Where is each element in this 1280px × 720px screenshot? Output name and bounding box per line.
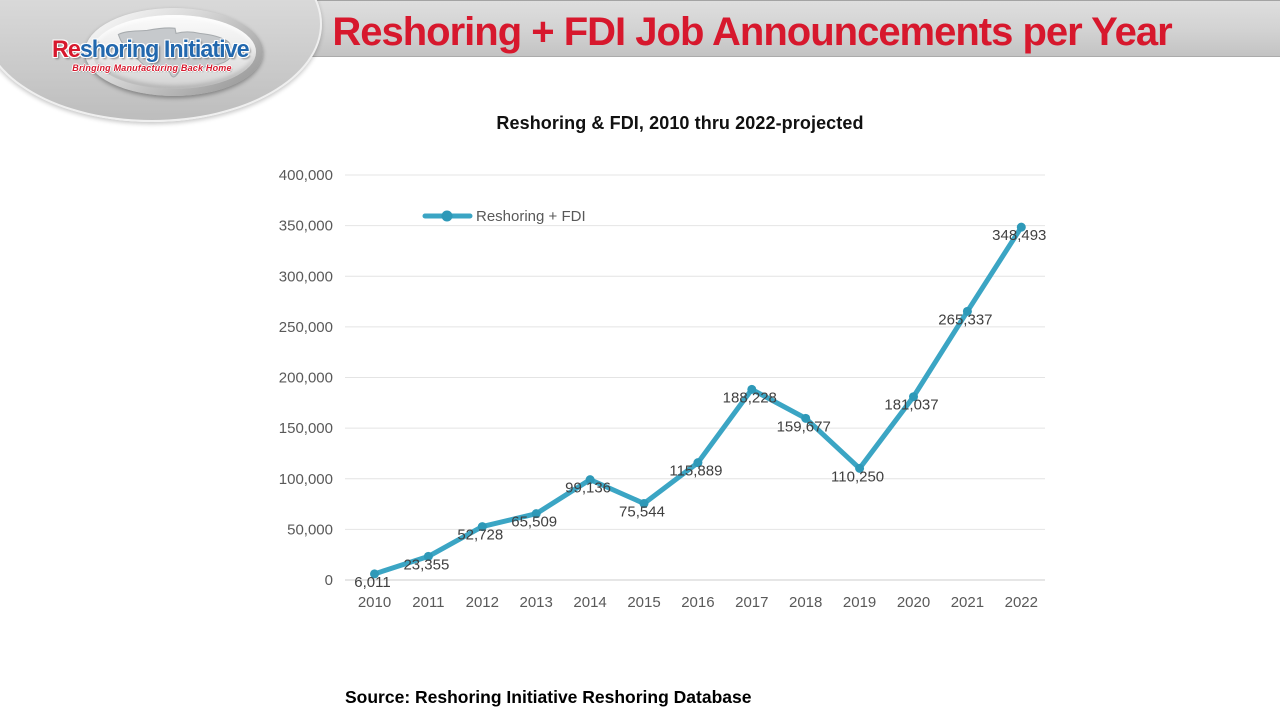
chart-title: Reshoring & FDI, 2010 thru 2022-projecte…	[496, 113, 864, 133]
data-point-label: 99,136	[565, 480, 611, 497]
line-chart: 0 50,000 100,000 150,000 200,000 250,000 300,0…	[240, 158, 1120, 638]
x-axis-tick-label: 2012	[466, 594, 499, 611]
x-axis-tick-label: 2020	[897, 594, 930, 611]
chart-canvas: 0 50,000 100,000 150,000 200,000 250,000 300,0…	[279, 167, 1047, 611]
data-point-label: 159,677	[777, 418, 831, 435]
source-note: Source: Reshoring Initiative Reshoring D…	[345, 687, 752, 707]
x-axis-tick-label: 2018	[789, 594, 822, 611]
data-point-marker	[909, 392, 918, 402]
x-axis-tick-label: 2014	[573, 594, 606, 611]
data-point-marker	[585, 475, 595, 485]
data-point-marker	[747, 384, 757, 394]
data-point-label: 6,011	[354, 574, 390, 591]
data-point-marker	[423, 551, 433, 561]
legend-label: Reshoring + FDI	[476, 208, 586, 225]
data-point-label: 75,544	[619, 504, 665, 521]
y-axis-tick-label: 150,000	[279, 420, 333, 437]
page-title: Reshoring + FDI Job Announcements per Ye…	[332, 10, 1172, 54]
x-axis-tick-label: 2011	[412, 594, 444, 611]
data-point-label: 65,509	[511, 514, 557, 531]
y-axis-tick-label: 100,000	[279, 471, 333, 488]
data-point-marker	[1016, 222, 1026, 232]
logo-wordmark-rest: shoring Initiative	[79, 36, 250, 63]
y-axis-tick-label: 0	[325, 572, 333, 589]
x-axis-tick-label: 2022	[1005, 594, 1038, 611]
data-point-label: 348,493	[992, 227, 1046, 244]
data-point-marker	[962, 306, 972, 316]
data-point-marker	[801, 413, 811, 423]
x-axis-tick-label: 2021	[951, 594, 984, 611]
data-point-marker	[477, 522, 487, 532]
data-point-marker	[855, 463, 865, 473]
logo-inner-oval	[92, 15, 256, 89]
x-axis-tick-label: 2019	[843, 594, 876, 611]
reshoring-initiative-logo	[85, 8, 263, 96]
data-point-marker	[370, 569, 379, 579]
y-axis-tick-label: 200,000	[279, 370, 333, 387]
y-axis-tick-label: 300,000	[279, 268, 333, 285]
x-axis-tick-label: 2013	[520, 594, 553, 611]
x-axis-tick-label: 2010	[358, 594, 391, 611]
data-point-marker	[639, 499, 649, 509]
y-axis-tick-label: 400,000	[279, 167, 333, 184]
x-axis-tick-label: 2016	[681, 594, 714, 611]
x-axis-tick-label: 2015	[627, 594, 660, 611]
logo-wordmark: Reshoring Initiative	[52, 36, 250, 64]
y-axis-tick-label: 250,000	[279, 319, 333, 336]
logo-wordmark-re: Re	[52, 36, 81, 63]
data-point-marker	[693, 458, 703, 468]
y-axis-tick-label: 350,000	[279, 218, 333, 235]
data-point-marker	[531, 509, 541, 519]
usa-map-icon	[117, 27, 231, 78]
logo-tagline: Bringing Manufacturing Back Home	[72, 63, 232, 73]
data-point-label: 265,337	[938, 311, 992, 328]
data-point-label: 188,228	[723, 389, 777, 406]
data-point-label: 110,250	[831, 468, 884, 485]
y-axis-tick-label: 50,000	[287, 521, 333, 538]
x-axis-tick-label: 2017	[735, 594, 768, 611]
data-point-label: 181,037	[884, 397, 938, 414]
data-point-label: 23,355	[403, 556, 449, 573]
data-point-label: 52,728	[457, 527, 503, 544]
data-point-label: 115,889	[669, 463, 722, 480]
legend-marker-sample	[441, 210, 453, 222]
